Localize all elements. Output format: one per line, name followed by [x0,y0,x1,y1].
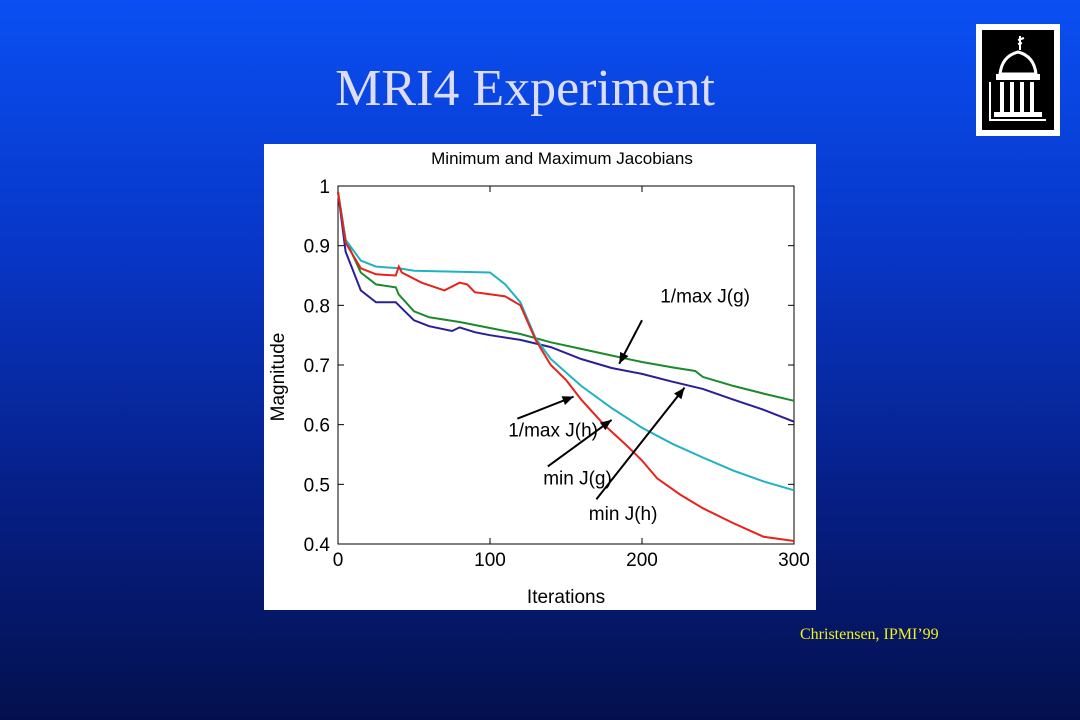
x-tick-label: 300 [778,550,810,571]
annotation-arrowhead [674,387,685,400]
y-tick-label: 0.4 [304,535,331,556]
annotation-label: 1/max J(h) [508,421,598,442]
annotation-label: 1/max J(g) [660,286,750,307]
annotation-arrow [595,387,686,500]
chart-title: Minimum and Maximum Jacobians [431,149,693,168]
annotation-arrow [547,419,613,468]
x-tick-label: 200 [626,550,658,571]
y-tick-label: 1 [319,177,330,198]
y-tick-label: 0.6 [304,416,330,437]
annotation-arrowhead [561,396,574,406]
annotation-label: min J(g) [543,468,612,489]
y-tick-label: 0.8 [304,296,330,317]
x-axis-label: Iterations [527,587,605,608]
series-line-1-max-j-g- [337,191,795,402]
series-line-min-j-g- [337,191,795,492]
jacobian-chart: Minimum and Maximum Jacobians Iterations… [264,144,816,610]
citation: Christensen, IPMI’99 [800,626,939,643]
university-logo [976,24,1060,136]
plot-area-frame [337,185,795,545]
series-line-1-max-j-h- [337,191,795,542]
annotation-arrowhead [599,419,612,431]
y-tick-label: 0.7 [304,356,330,377]
annotation-arrowhead [619,351,629,364]
y-tick-label: 0.9 [304,237,330,258]
series-line-min-j-h- [337,191,795,423]
y-tick-label: 0.5 [304,475,330,496]
chart-canvas: Minimum and Maximum Jacobians Iterations… [268,149,810,608]
university-dome-icon [982,30,1054,130]
x-tick-label: 0 [333,550,344,571]
annotation-label: min J(h) [589,504,658,525]
slide-title: MRI4 Experiment [335,60,715,117]
x-tick-label: 100 [474,550,506,571]
y-axis-label: Magnitude [268,333,289,422]
